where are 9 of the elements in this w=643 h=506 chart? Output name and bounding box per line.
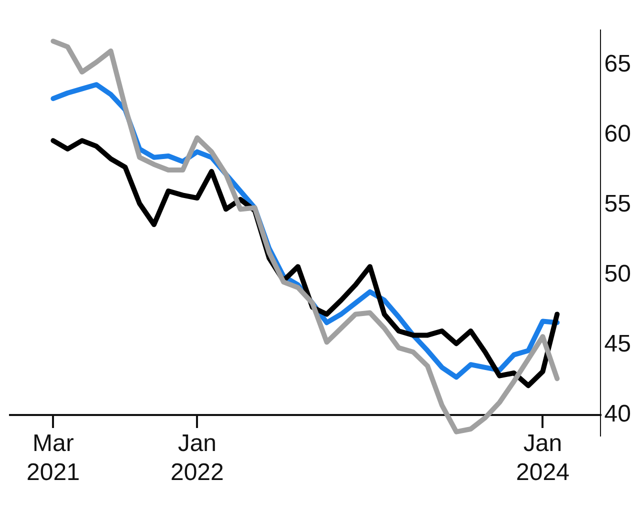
x-tick-label: Jan 2024	[516, 430, 570, 486]
x-tick-label: Jan 2022	[170, 430, 224, 486]
y-tick-label: 50	[604, 260, 632, 288]
y-tick-label: 45	[604, 330, 632, 358]
y-tick-label: 55	[604, 190, 632, 218]
y-tick-label: 60	[604, 120, 632, 148]
x-tick-label: Mar 2021	[26, 430, 80, 486]
y-tick-label: 40	[604, 400, 632, 428]
y-tick-label: 65	[604, 50, 632, 78]
